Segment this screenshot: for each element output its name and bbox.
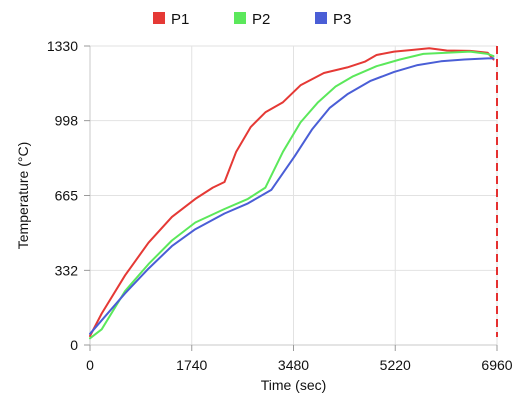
axis-layer xyxy=(84,45,498,351)
x-tick-label: 3480 xyxy=(278,357,309,373)
y-axis-title: Temperature (°C) xyxy=(15,142,31,250)
label-layer: 0 332 665 998 1330 0 1740 3480 5220 6960 xyxy=(47,38,513,373)
series-line-p3 xyxy=(89,57,495,335)
series-layer xyxy=(89,46,498,340)
x-tick-label: 5220 xyxy=(380,357,411,373)
legend: P1 P2 P3 xyxy=(153,11,351,28)
legend-label-p2: P2 xyxy=(252,11,270,28)
x-tick-label: 6960 xyxy=(481,357,512,373)
series-line-p1 xyxy=(89,47,495,337)
grid-layer xyxy=(90,45,498,345)
y-tick-label: 0 xyxy=(70,337,78,353)
legend-label-p1: P1 xyxy=(171,11,189,28)
series-line-p2 xyxy=(89,50,495,340)
y-tick-label: 1330 xyxy=(47,38,78,54)
x-axis-title: Time (sec) xyxy=(261,377,327,393)
y-tick-label: 332 xyxy=(55,262,79,278)
x-tick-label: 0 xyxy=(86,357,94,373)
legend-swatch-p2 xyxy=(234,12,246,24)
y-tick-label: 665 xyxy=(55,188,79,204)
y-tick-label: 998 xyxy=(55,113,79,129)
x-tick-label: 1740 xyxy=(176,357,207,373)
legend-label-p3: P3 xyxy=(333,11,351,28)
legend-swatch-p3 xyxy=(315,12,327,24)
legend-swatch-p1 xyxy=(153,12,165,24)
